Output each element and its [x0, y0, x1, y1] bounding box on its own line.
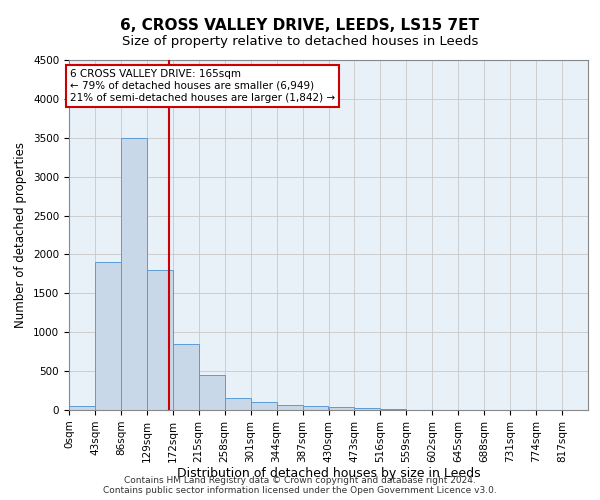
Bar — [355, 408, 380, 410]
Text: 6, CROSS VALLEY DRIVE, LEEDS, LS15 7ET: 6, CROSS VALLEY DRIVE, LEEDS, LS15 7ET — [121, 18, 479, 32]
Bar — [147, 270, 173, 410]
Bar — [69, 406, 95, 410]
Bar — [199, 375, 224, 410]
Bar — [251, 402, 277, 410]
Bar — [380, 409, 406, 410]
Y-axis label: Number of detached properties: Number of detached properties — [14, 142, 28, 328]
Bar — [95, 262, 121, 410]
Bar — [277, 406, 302, 410]
Text: 6 CROSS VALLEY DRIVE: 165sqm
← 79% of detached houses are smaller (6,949)
21% of: 6 CROSS VALLEY DRIVE: 165sqm ← 79% of de… — [70, 70, 335, 102]
Bar — [302, 406, 329, 410]
Bar — [173, 344, 199, 410]
Text: Contains HM Land Registry data © Crown copyright and database right 2024.
Contai: Contains HM Land Registry data © Crown c… — [103, 476, 497, 495]
Text: Size of property relative to detached houses in Leeds: Size of property relative to detached ho… — [122, 35, 478, 48]
Bar — [224, 398, 251, 410]
X-axis label: Distribution of detached houses by size in Leeds: Distribution of detached houses by size … — [176, 468, 481, 480]
Bar — [329, 407, 355, 410]
Bar — [121, 138, 147, 410]
